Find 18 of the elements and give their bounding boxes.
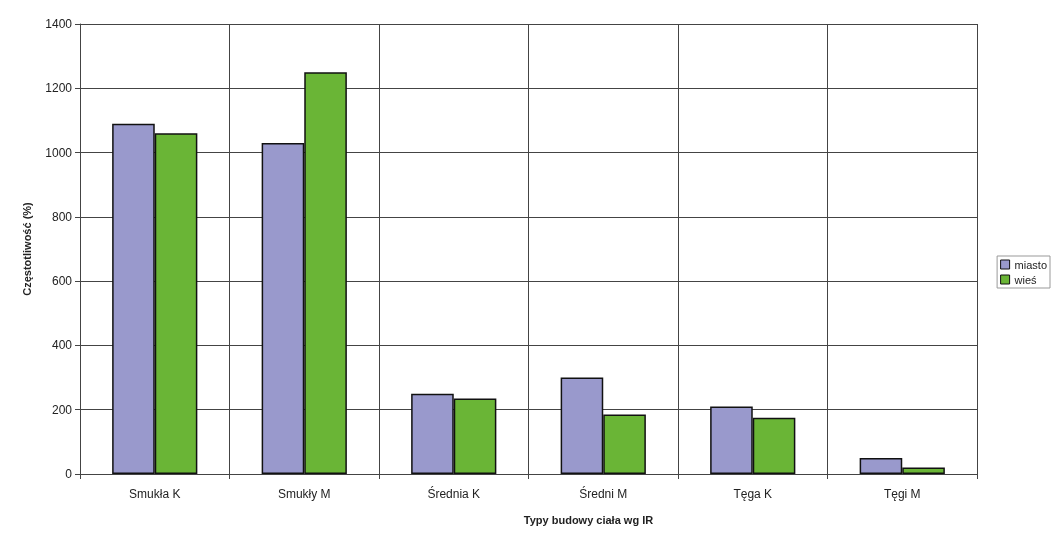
- y-tick-label: 0: [65, 467, 73, 481]
- y-tick-label: 800: [51, 209, 73, 224]
- y-tick-label: 200: [51, 402, 73, 417]
- y-tick-label: 1200: [45, 81, 73, 96]
- y-tick-label: 1400: [45, 17, 73, 31]
- legend-label: wieś: [1013, 273, 1038, 286]
- x-tick-label: Tęga K: [733, 487, 773, 501]
- x-tick-label: Smukła K: [129, 487, 181, 501]
- x-tick-label: Średnia K: [427, 486, 481, 501]
- y-axis-title: Częstotliwość (%): [20, 201, 33, 296]
- y-tick-label: 400: [51, 338, 73, 353]
- y-tick-label: 1000: [45, 145, 73, 160]
- x-tick-label: Średni M: [579, 486, 628, 501]
- x-tick-label: Smukły M: [277, 487, 331, 501]
- x-axis-title: Typy budowy ciała wg IR: [523, 513, 654, 526]
- y-tick-label: 600: [51, 274, 73, 289]
- x-tick-label: Tęgi M: [883, 487, 921, 501]
- legend-label: miasto: [1014, 258, 1048, 271]
